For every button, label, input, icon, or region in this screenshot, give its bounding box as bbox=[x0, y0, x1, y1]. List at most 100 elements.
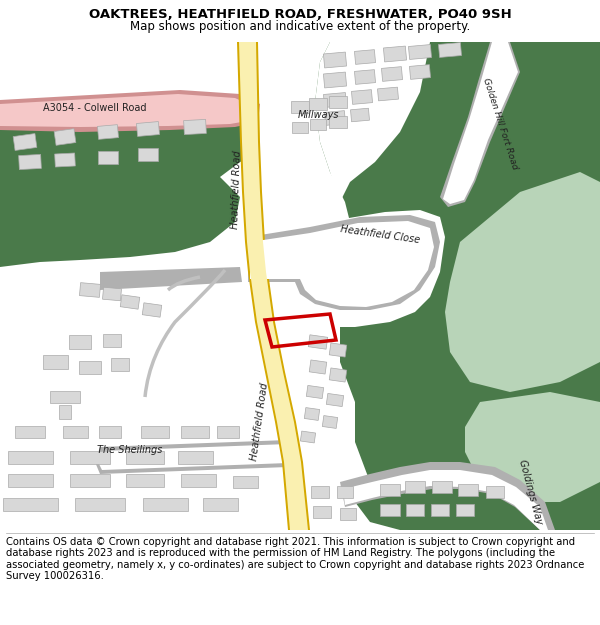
Bar bbox=[409, 64, 431, 79]
Bar bbox=[406, 504, 424, 516]
Polygon shape bbox=[95, 440, 288, 474]
Polygon shape bbox=[285, 210, 445, 327]
Bar bbox=[217, 426, 239, 438]
Bar bbox=[19, 154, 41, 169]
Text: Millways: Millways bbox=[297, 110, 339, 120]
Polygon shape bbox=[200, 94, 258, 162]
Bar bbox=[70, 474, 110, 486]
Bar bbox=[292, 121, 308, 132]
Bar bbox=[383, 46, 407, 62]
Bar bbox=[54, 129, 76, 146]
Text: The Sheilings: The Sheilings bbox=[97, 445, 163, 455]
Polygon shape bbox=[445, 172, 600, 392]
Polygon shape bbox=[250, 221, 434, 307]
Bar bbox=[13, 134, 37, 151]
Bar bbox=[340, 508, 356, 520]
Bar bbox=[233, 476, 257, 488]
Bar bbox=[355, 49, 376, 64]
Bar bbox=[308, 335, 328, 349]
Bar bbox=[352, 89, 373, 104]
Bar bbox=[329, 116, 347, 128]
Bar bbox=[307, 386, 323, 399]
Bar bbox=[380, 504, 400, 516]
Bar bbox=[486, 486, 504, 498]
Bar bbox=[98, 151, 118, 164]
Bar bbox=[310, 119, 326, 129]
Bar bbox=[291, 101, 309, 113]
Bar bbox=[382, 67, 403, 81]
Bar bbox=[178, 451, 212, 464]
Bar bbox=[7, 451, 53, 464]
Bar bbox=[203, 498, 238, 511]
Polygon shape bbox=[239, 42, 308, 530]
Bar bbox=[126, 451, 164, 464]
Bar bbox=[97, 124, 119, 139]
Polygon shape bbox=[440, 42, 520, 207]
Bar bbox=[380, 484, 400, 496]
Bar bbox=[138, 148, 158, 161]
Bar bbox=[309, 360, 327, 374]
Bar bbox=[126, 474, 164, 486]
Bar bbox=[181, 426, 209, 438]
Polygon shape bbox=[0, 94, 255, 127]
Text: Heathfield Road: Heathfield Road bbox=[230, 151, 242, 229]
Bar bbox=[350, 108, 370, 122]
Bar bbox=[337, 486, 353, 498]
Bar bbox=[323, 72, 347, 88]
Text: Golden Hill Fort Road: Golden Hill Fort Road bbox=[481, 77, 519, 171]
Bar bbox=[329, 96, 347, 108]
Bar bbox=[329, 368, 347, 382]
Polygon shape bbox=[465, 392, 600, 502]
Bar bbox=[355, 69, 376, 84]
Bar bbox=[409, 44, 431, 59]
Polygon shape bbox=[0, 94, 255, 267]
Bar bbox=[323, 52, 347, 68]
Bar bbox=[99, 426, 121, 438]
Bar bbox=[79, 282, 101, 298]
Bar bbox=[15, 426, 45, 438]
Polygon shape bbox=[340, 462, 555, 530]
Bar bbox=[2, 498, 58, 511]
Bar bbox=[120, 295, 140, 309]
Bar bbox=[142, 302, 162, 318]
Bar bbox=[311, 486, 329, 498]
Bar bbox=[50, 391, 80, 403]
Polygon shape bbox=[0, 90, 260, 132]
Bar bbox=[458, 484, 478, 496]
Text: Goldings Way: Goldings Way bbox=[517, 459, 544, 526]
Bar bbox=[304, 408, 320, 421]
Text: Map shows position and indicative extent of the property.: Map shows position and indicative extent… bbox=[130, 20, 470, 32]
Bar bbox=[329, 343, 347, 357]
Bar bbox=[69, 335, 91, 349]
Bar bbox=[143, 498, 187, 511]
Text: Heathfield Road: Heathfield Road bbox=[250, 382, 271, 462]
Polygon shape bbox=[248, 215, 440, 310]
Bar bbox=[313, 506, 331, 518]
Polygon shape bbox=[443, 42, 518, 204]
Bar bbox=[456, 504, 474, 516]
Bar bbox=[62, 426, 88, 438]
Polygon shape bbox=[98, 444, 288, 470]
Bar bbox=[322, 416, 338, 428]
Text: Heathfield Close: Heathfield Close bbox=[340, 224, 421, 246]
Bar bbox=[309, 98, 327, 110]
Text: A3054 - Colwell Road: A3054 - Colwell Road bbox=[43, 103, 147, 113]
Bar bbox=[323, 92, 347, 108]
Bar bbox=[439, 42, 461, 58]
Bar bbox=[59, 405, 71, 419]
Bar bbox=[7, 474, 53, 486]
Bar bbox=[181, 474, 215, 486]
Bar bbox=[301, 431, 316, 443]
Bar bbox=[79, 361, 101, 374]
Bar bbox=[405, 481, 425, 493]
Polygon shape bbox=[315, 42, 430, 202]
Bar bbox=[432, 481, 452, 493]
Bar bbox=[43, 355, 67, 369]
Polygon shape bbox=[100, 267, 242, 290]
Bar bbox=[55, 153, 76, 167]
Polygon shape bbox=[237, 42, 310, 530]
Bar bbox=[377, 87, 398, 101]
Bar bbox=[103, 288, 121, 301]
Text: Contains OS data © Crown copyright and database right 2021. This information is : Contains OS data © Crown copyright and d… bbox=[6, 537, 584, 581]
Bar bbox=[75, 498, 125, 511]
